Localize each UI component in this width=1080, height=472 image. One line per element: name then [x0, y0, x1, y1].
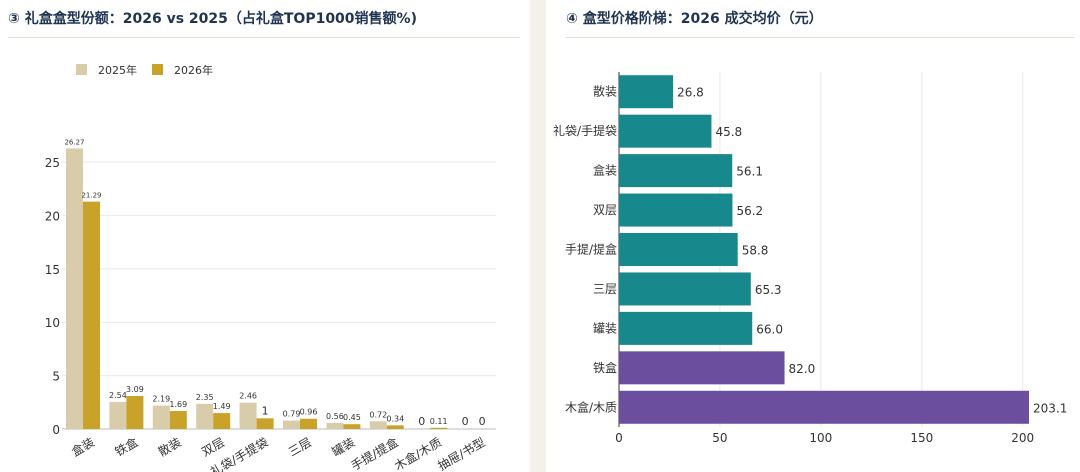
price-chart-panel: ④ 盒型价格阶梯：2026 成交均价（元） 0 50 100 150 200 26.8 散装… [546, 0, 1080, 472]
bar-data-label: 21.29 [81, 192, 101, 200]
x-tick-label: 50 [712, 431, 727, 445]
bar-2026 [126, 396, 144, 429]
bar-data-label: 56.1 [736, 165, 763, 179]
price-bar [619, 154, 733, 188]
y-tick-label: 15 [45, 263, 60, 277]
bar-data-label: 82.0 [789, 362, 816, 376]
y-tick-label: 5 [52, 370, 60, 384]
bar-data-label: 0.72 [369, 410, 387, 419]
y-category-label: 双层 [593, 203, 617, 217]
bar-data-label: 0 [479, 415, 486, 428]
price-bar [619, 114, 712, 148]
bar-2025 [369, 421, 387, 429]
y-category-label: 盒装 [593, 163, 617, 178]
bar-2025 [326, 423, 344, 429]
bar-data-label: 26.8 [677, 86, 704, 100]
x-category-label: 罐装 [330, 435, 358, 459]
bar-2026 [386, 425, 404, 429]
bar-data-label: 0 [418, 415, 425, 428]
price-bar [619, 390, 1029, 424]
legend-label: 2025年 [98, 63, 137, 77]
y-category-label: 铁盒 [593, 360, 617, 375]
price-bar [619, 272, 751, 306]
bar-2025 [66, 148, 83, 429]
bar-data-label: 2.54 [109, 391, 127, 400]
bar-data-label: 0.34 [386, 414, 404, 423]
bar-2025 [196, 403, 214, 429]
x-category-label: 铁盒 [112, 434, 140, 459]
y-tick-label: 10 [45, 316, 60, 330]
x-category-label: 双层 [199, 435, 227, 459]
y-category-label: 手提/提盒 [565, 242, 617, 257]
bar-2025 [109, 401, 127, 429]
x-tick-label: 0 [615, 431, 623, 445]
x-tick-label: 200 [1011, 431, 1034, 445]
bar-data-label: 58.8 [742, 244, 769, 258]
legend-label: 2026年 [174, 63, 213, 77]
bar-2025 [239, 402, 257, 429]
bar-2026 [300, 418, 317, 429]
x-category-label: 三层 [286, 435, 314, 459]
bar-data-label: 45.8 [715, 125, 742, 139]
x-tick-label: 100 [809, 431, 832, 445]
x-category-label: 盒装 [69, 434, 97, 459]
y-category-label: 木盒/木质 [565, 399, 617, 414]
y-category-label: 礼袋/手提袋 [553, 123, 617, 138]
bar-data-label: 0.11 [430, 417, 448, 426]
share-bar-chart: 051015202526.2721.29盒装2.543.09铁盒2.191.69… [45, 63, 496, 472]
price-bar [619, 193, 733, 227]
legend-swatch-2025 [76, 64, 87, 75]
bar-2026 [430, 427, 448, 429]
bar-data-label: 0.56 [326, 412, 344, 421]
bar-data-label: 0 [462, 415, 469, 428]
bar-data-label: 56.2 [736, 204, 763, 218]
bar-data-label: 3.09 [126, 385, 144, 394]
bar-2026 [256, 418, 274, 429]
bar-2026 [343, 424, 361, 429]
bar-2026 [213, 413, 231, 429]
title-divider [8, 37, 520, 38]
bar-data-label: 1 [262, 404, 269, 417]
share-chart-panel: ③ 礼盒盒型份额：2026 vs 2025（占礼盒TOP1000销售额%) 0 5… [0, 0, 530, 472]
bar-2026 [169, 410, 187, 429]
bar-data-label: 1.69 [169, 400, 187, 409]
price-bar [619, 233, 738, 266]
x-category-label: 抽屉/书型 [435, 435, 487, 472]
bar-data-label: 1.49 [213, 402, 231, 411]
y-tick-label: 0 [52, 423, 60, 437]
y-tick-label: 20 [45, 209, 60, 223]
bar-data-label: 0.45 [343, 413, 361, 422]
legend-swatch-2026 [152, 64, 163, 75]
x-category-label: 木盒/木质 [392, 434, 445, 472]
price-bar-chart: 0 50 100 150 200 26.8 散装 45.8 礼袋/手提袋 56.1 盒装 56.2 双层… [553, 72, 1067, 445]
bar-data-label: 2.35 [196, 393, 214, 402]
bar-data-label: 2.19 [152, 395, 170, 404]
x-tick-label: 150 [910, 431, 933, 445]
bar-data-label: 2.46 [239, 392, 257, 401]
bar-data-label: 0.96 [300, 408, 318, 417]
bar-data-label: 26.27 [64, 138, 84, 146]
bar-2025 [152, 405, 170, 429]
price-bar [619, 75, 674, 109]
x-category-label: 手提/提盒 [348, 434, 401, 472]
bar-data-label: 203.1 [1033, 401, 1067, 415]
y-tick-label: 25 [45, 156, 60, 170]
y-category-label: 罐装 [593, 321, 617, 335]
x-category-label: 散装 [155, 434, 183, 459]
price-bar [619, 351, 785, 385]
title-divider [566, 37, 1074, 38]
price-bar [619, 311, 753, 345]
bar-data-label: 65.3 [755, 283, 782, 297]
y-category-label: 三层 [593, 282, 617, 296]
bar-2025 [283, 420, 300, 429]
share-chart-title: ③ 礼盒盒型份额：2026 vs 2025（占礼盒TOP1000销售额%) [8, 11, 417, 27]
y-category-label: 散装 [593, 84, 617, 99]
bar-data-label: 66.0 [756, 322, 783, 336]
bar-2026 [83, 201, 100, 429]
price-chart-title: ④ 盒型价格阶梯：2026 成交均价（元） [566, 11, 823, 27]
bar-data-label: 0.79 [283, 410, 301, 419]
